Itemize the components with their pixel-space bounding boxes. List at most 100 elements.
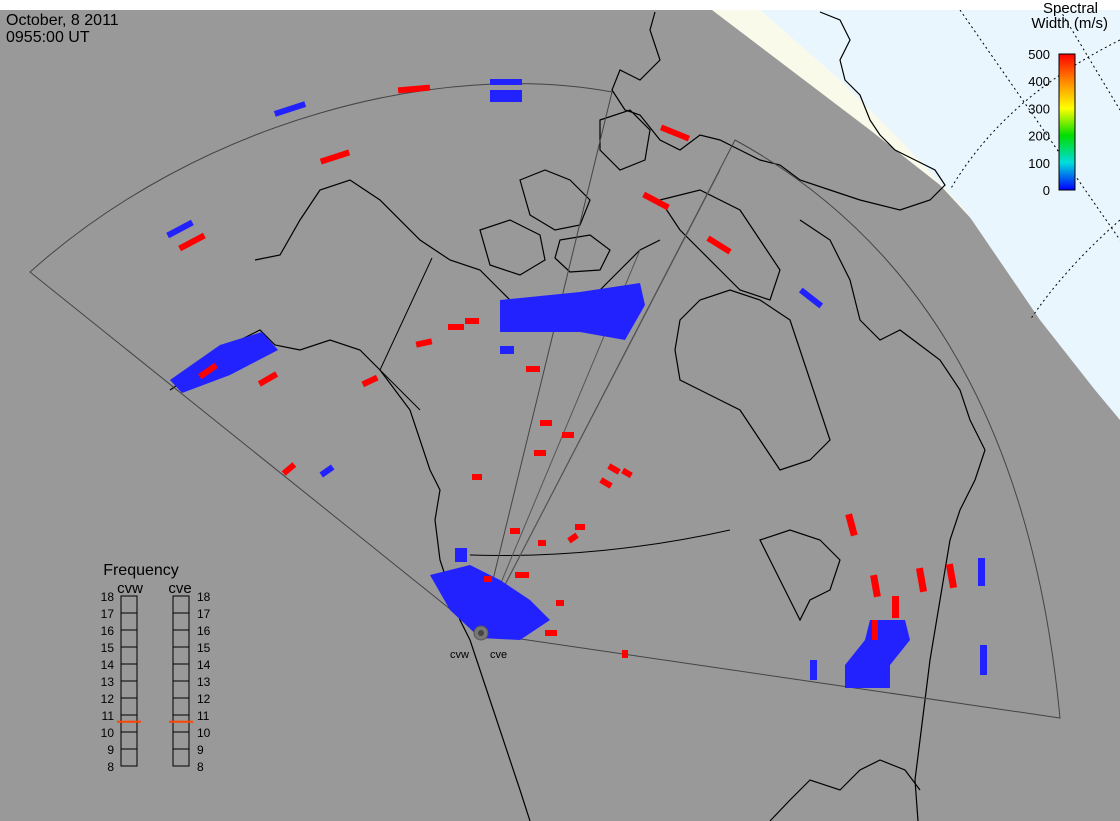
echo-red-34 <box>545 630 557 636</box>
echo-red-16 <box>534 450 546 456</box>
us-canada-border <box>469 529 731 557</box>
arctic-islands-2 <box>599 109 651 171</box>
echo-red-3 <box>178 232 206 252</box>
frequency-tick-cve: 17 <box>197 607 211 621</box>
frequency-tick-cvw: 12 <box>101 692 115 706</box>
frequency-tick-cvw: 13 <box>101 675 115 689</box>
frequency-tick-cvw: 14 <box>101 658 115 672</box>
frequency-tick-cve: 16 <box>197 624 211 638</box>
frequency-tick-cve: 11 <box>197 709 210 723</box>
echo-red-32 <box>510 528 520 534</box>
frequency-scale-cell <box>120 748 138 767</box>
frequency-tick-cve: 14 <box>197 658 211 672</box>
echo-blue-6 <box>319 464 335 478</box>
colorbar-tick-label: 200 <box>1028 129 1050 144</box>
frequency-tick-cve: 12 <box>197 692 211 706</box>
echo-red-30 <box>575 524 585 530</box>
echo-red-27 <box>872 620 878 640</box>
frequency-title: Frequency <box>103 562 179 579</box>
frequency-panel: Frequency cvw cve 18 18 17 17 16 16 15 15 14 14 13… <box>101 562 211 774</box>
greenland-coast <box>611 11 946 211</box>
echo-cluster-blue-west <box>170 332 278 393</box>
echo-cluster-blue-near <box>430 565 550 640</box>
coastlines <box>169 11 986 821</box>
date-label: October, 8 2011 <box>6 12 119 29</box>
frequency-tick-cve: 9 <box>197 743 204 757</box>
echo-red-24 <box>915 567 928 593</box>
echo-red-20 <box>599 477 613 489</box>
longitude-dotted-line <box>959 9 1120 241</box>
west-coast <box>469 639 531 821</box>
echo-red-5 <box>642 191 670 211</box>
echo-red-7 <box>198 362 218 380</box>
echo-red-22 <box>845 513 858 537</box>
gulf-coast <box>769 759 921 821</box>
echo-red-12 <box>465 318 479 324</box>
cvw-field-of-view <box>29 83 613 634</box>
echo-blue-1 <box>490 79 522 85</box>
radar-label-cve: cve <box>490 649 507 661</box>
arctic-islands-3 <box>554 234 611 273</box>
frequency-tick-cvw: 11 <box>102 709 115 723</box>
frequency-tick-cvw: 17 <box>101 607 115 621</box>
frequency-tick-cve: 15 <box>197 641 211 655</box>
echo-blue-8 <box>980 645 987 675</box>
colorbar-legend: Spectral Width (m/s) 500 400 300 200 100 0 <box>1028 0 1108 198</box>
echo-red-35 <box>556 600 564 606</box>
echo-red-36 <box>484 576 492 582</box>
alaska-canada-border <box>379 257 433 411</box>
cve-west-edge <box>479 169 721 634</box>
east-coast <box>914 449 986 821</box>
echo-blue-7 <box>978 558 985 586</box>
colorbar-tick-label: 500 <box>1028 47 1050 62</box>
frequency-tick-cve: 18 <box>197 590 211 604</box>
echo-red-6 <box>706 235 732 255</box>
frequency-scale-cell <box>172 748 190 767</box>
frequency-tick-cvw: 10 <box>101 726 115 740</box>
borders <box>379 257 731 557</box>
echo-blue-3 <box>273 101 307 117</box>
echo-red-21 <box>621 467 633 479</box>
echo-blue-2 <box>490 90 522 102</box>
frequency-tick-cvw: 9 <box>107 743 114 757</box>
arctic-islands-1 <box>519 169 591 231</box>
echo-red-26 <box>892 596 899 618</box>
frequency-radar-cvw: cvw <box>117 580 143 597</box>
frequency-tick-cvw: 18 <box>101 590 115 604</box>
frequency-tick-cvw: 16 <box>101 624 115 638</box>
echo-red-19 <box>607 463 621 475</box>
radar-site-marker <box>473 625 489 641</box>
top-margin <box>0 0 1120 10</box>
echo-blue-10 <box>500 346 514 354</box>
echo-red-28 <box>622 650 628 658</box>
echo-red-10 <box>415 338 433 348</box>
colorbar-tick-label: 400 <box>1028 74 1050 89</box>
frequency-tick-cve: 8 <box>197 760 204 774</box>
echo-red-8 <box>257 371 279 387</box>
baffin-island <box>659 189 781 301</box>
echo-cluster-blue-central <box>500 283 645 340</box>
colorbar-gradient <box>1058 53 1076 191</box>
frequency-tick-cvw: 15 <box>101 641 115 655</box>
frequency-tick-cvw: 8 <box>107 760 114 774</box>
echo-blue-11 <box>455 548 467 562</box>
radar-label-cvw: cvw <box>450 649 469 661</box>
echo-red-31 <box>538 540 546 546</box>
frequency-radar-cve: cve <box>168 580 191 597</box>
echo-cluster-blue-east <box>845 620 910 688</box>
echo-red-33 <box>515 572 529 578</box>
echo-blue-9 <box>810 660 817 680</box>
victoria-island <box>479 219 546 276</box>
echo-red-14 <box>540 420 552 426</box>
great-lakes <box>759 529 841 622</box>
echo-red-17 <box>281 462 297 476</box>
labrador-coast <box>799 219 986 451</box>
echo-red-25 <box>945 563 958 589</box>
daylight-region <box>760 10 1120 420</box>
echo-red-11 <box>448 324 464 330</box>
echo-blue-5 <box>798 287 824 309</box>
colorbar-title-line2: Width (m/s) <box>1031 15 1108 32</box>
colorbar-title-line1: Spectral <box>1043 0 1098 17</box>
